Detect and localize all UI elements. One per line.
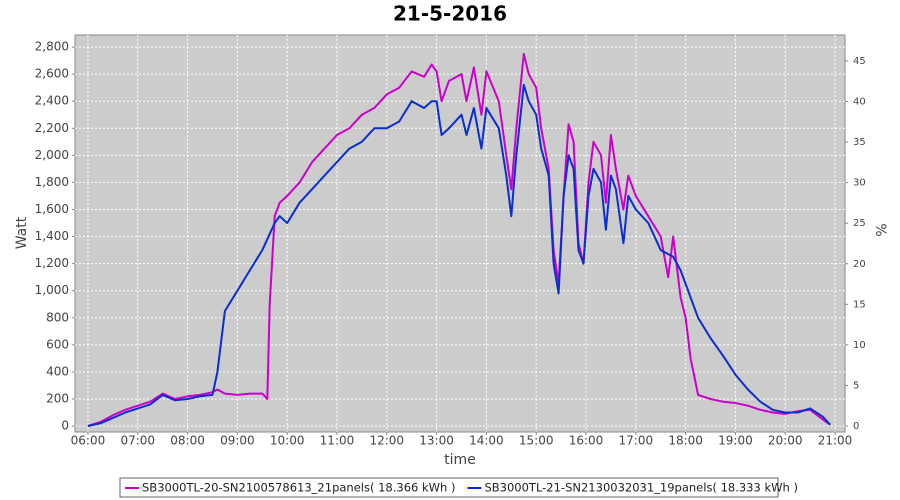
x-tick-label: 12:00 <box>369 434 404 448</box>
y-tick-label: 1,200 <box>35 256 69 270</box>
y-tick-label: 2,800 <box>35 40 69 54</box>
y2-tick-label: 15 <box>853 299 866 310</box>
y-tick-label: 1,400 <box>35 229 69 243</box>
series-line <box>87 52 831 427</box>
y-tick-label: 2,400 <box>35 94 69 108</box>
y2-axis-label: % <box>872 223 888 236</box>
y-axis-label: Watt <box>14 216 30 249</box>
y-tick-label: 200 <box>46 391 69 405</box>
y-tick-label: 2,200 <box>35 121 69 135</box>
y2-tick-label: 45 <box>853 56 866 67</box>
x-tick-label: 08:00 <box>170 434 205 448</box>
x-tick-label: 10:00 <box>270 434 305 448</box>
y-tick-label: 1,000 <box>35 283 69 297</box>
x-tick-label: 20:00 <box>768 434 803 448</box>
series-line <box>87 83 831 427</box>
x-tick-label: 09:00 <box>220 434 255 448</box>
legend-box <box>119 477 779 498</box>
y2-tick-label: 35 <box>853 137 866 148</box>
legend-label: SB3000TL-21-SN2130032031_19panels( 18.33… <box>484 481 797 495</box>
chart-title: 21-5-2016 <box>393 2 507 26</box>
y2-tick-label: 10 <box>853 340 866 351</box>
x-tick-label: 17:00 <box>619 434 654 448</box>
y-tick-label: 0 <box>61 419 69 433</box>
y2-tick-label: 20 <box>853 259 866 270</box>
y2-tick-label: 5 <box>853 380 859 391</box>
x-tick-label: 07:00 <box>120 434 155 448</box>
x-tick-label: 13:00 <box>419 434 454 448</box>
y2-tick-label: 25 <box>853 218 866 229</box>
y2-tick-label: 0 <box>853 421 859 432</box>
x-tick-label: 06:00 <box>71 434 106 448</box>
y-tick-label: 800 <box>46 310 69 324</box>
y-tick-label: 2,600 <box>35 67 69 81</box>
x-tick-label: 18:00 <box>668 434 703 448</box>
x-tick-label: 16:00 <box>569 434 604 448</box>
plot-area <box>74 34 846 433</box>
y-tick-label: 1,800 <box>35 175 69 189</box>
x-tick-label: 11:00 <box>320 434 355 448</box>
x-tick-label: 19:00 <box>718 434 753 448</box>
x-tick-label: 15:00 <box>519 434 554 448</box>
y2-tick-label: 40 <box>853 97 866 108</box>
y-tick-label: 2,000 <box>35 148 69 162</box>
x-axis-label: time <box>444 452 476 468</box>
y-tick-label: 400 <box>46 364 69 378</box>
y2-tick-label: 30 <box>853 178 866 189</box>
x-tick-label: 21:00 <box>818 434 853 448</box>
legend-label: SB3000TL-20-SN2100578613_21panels( 18.36… <box>142 481 455 495</box>
y-tick-label: 1,600 <box>35 202 69 216</box>
y-tick-label: 600 <box>46 337 69 351</box>
x-tick-label: 14:00 <box>469 434 504 448</box>
